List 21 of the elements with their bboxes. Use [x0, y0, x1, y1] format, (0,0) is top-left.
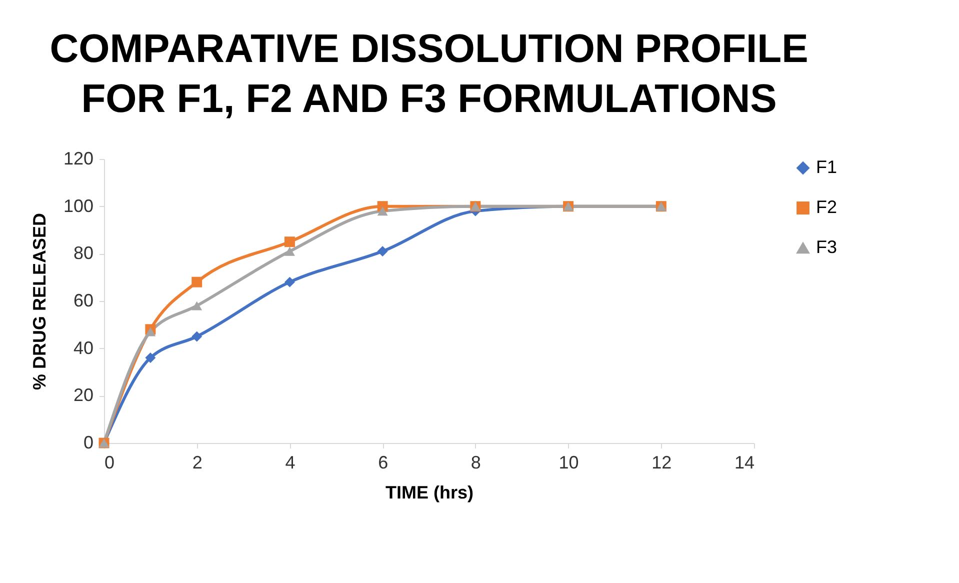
y-tick-label: 100 — [63, 196, 94, 216]
x-axis-title: TIME (hrs) — [386, 482, 474, 502]
y-tick-label: 20 — [73, 385, 94, 406]
x-tick-label: 14 — [734, 452, 754, 472]
x-tick-label: 2 — [192, 452, 202, 472]
y-tick-label: 80 — [73, 243, 94, 264]
legend-label: F2 — [816, 197, 838, 217]
x-tick-label: 8 — [470, 452, 481, 472]
x-tick-label: 12 — [652, 452, 672, 472]
x-tick-label: 10 — [558, 452, 579, 472]
y-tick-label: 0 — [83, 432, 94, 452]
chart-title: COMPARATIVE DISSOLUTION PROFILE FOR F1, F2 AND F3 FORMULATIONS — [50, 27, 808, 121]
x-tick-label: 0 — [104, 452, 115, 472]
y-tick-label: 120 — [63, 148, 94, 168]
legend-label: F3 — [816, 237, 838, 257]
y-axis-title: % DRUG RELEASED — [29, 212, 50, 390]
x-tick-label: 6 — [378, 452, 388, 472]
x-tick-label: 4 — [285, 452, 296, 472]
legend-label: F1 — [816, 157, 838, 177]
y-tick-label: 40 — [73, 338, 94, 358]
y-tick-label: 60 — [73, 290, 94, 310]
